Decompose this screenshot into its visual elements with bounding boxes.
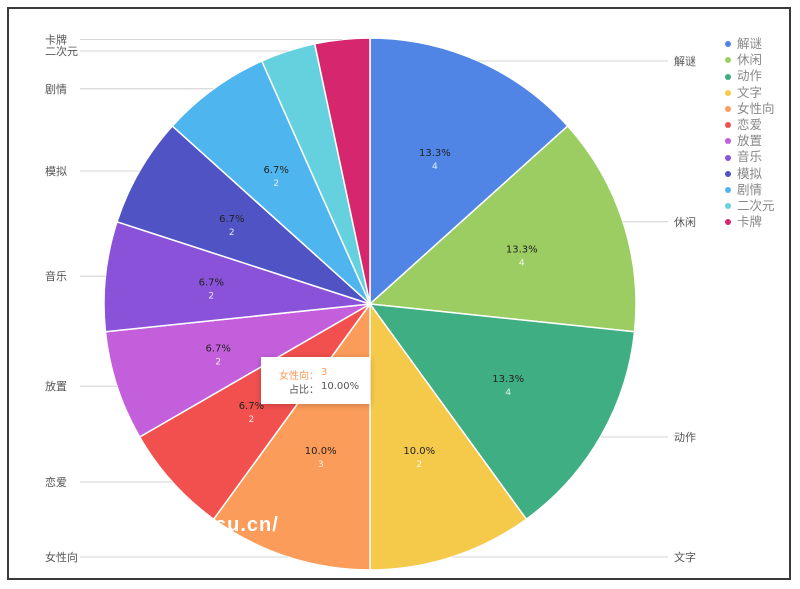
legend-marker: [725, 73, 731, 80]
legend-item[interactable]: 二次元: [725, 198, 775, 214]
count-label: 4: [432, 162, 438, 172]
percent-label: 10.0%: [305, 446, 337, 457]
category-label: 女性向: [45, 550, 78, 564]
pie-slice[interactable]: [369, 37, 569, 306]
legend-label: 休闲: [737, 52, 763, 68]
category-label: 剧情: [45, 83, 67, 96]
percent-label: 6.7%: [205, 343, 230, 354]
pie-slice[interactable]: [313, 37, 371, 305]
percent-label: 13.3%: [492, 374, 524, 385]
legend-label: 卡牌: [737, 214, 763, 230]
legend-item[interactable]: 动作: [725, 68, 775, 84]
legend-marker: [725, 186, 731, 193]
count-label: 3: [318, 460, 324, 470]
category-label: 文字: [674, 550, 696, 564]
watermark-text: su.cn/: [215, 514, 279, 536]
legend-item[interactable]: 模拟: [725, 166, 775, 182]
legend-label: 文字: [737, 84, 763, 100]
legend-label: 女性向: [737, 100, 775, 116]
legend-item[interactable]: 放置: [725, 133, 775, 149]
legend-marker: [725, 170, 731, 177]
legend-marker: [725, 122, 731, 129]
legend-marker: [725, 89, 731, 96]
percent-label: 6.7%: [239, 401, 264, 412]
legend-label: 动作: [737, 68, 763, 84]
legend-marker: [725, 154, 731, 161]
tooltip-series-label: 女性向：: [279, 371, 319, 382]
pie-slice[interactable]: [368, 303, 636, 521]
legend-item[interactable]: 解谜: [725, 36, 775, 52]
legend-label: 剧情: [737, 181, 763, 197]
legend-label: 音乐: [737, 149, 763, 165]
category-label: 解谜: [674, 54, 696, 68]
pie-slice[interactable]: [104, 303, 371, 439]
count-label: 2: [273, 179, 279, 189]
legend-marker: [725, 41, 731, 48]
legend-label: 解谜: [737, 36, 763, 51]
percent-label: 13.3%: [506, 245, 538, 256]
legend-marker: [725, 203, 731, 210]
pie-slice[interactable]: [116, 124, 371, 305]
legend-item[interactable]: 女性向: [725, 101, 775, 117]
count-label: 2: [416, 460, 422, 470]
count-label: 2: [249, 415, 255, 425]
legend-marker: [725, 219, 731, 226]
legend-item[interactable]: 休闲: [725, 52, 775, 68]
percent-label: 13.3%: [419, 148, 451, 159]
tooltip: 女性向： 3 占比： 10.00%: [261, 357, 370, 404]
pie-slice[interactable]: [103, 220, 371, 333]
legend: 解谜 休闲 动作 文字 女性向 恋爱 放置 音乐 模拟 剧情 二次元 卡牌: [725, 36, 775, 230]
count-label: 2: [229, 228, 235, 238]
legend-marker: [725, 105, 731, 112]
category-label: 放置: [45, 379, 67, 393]
legend-label: 模拟: [737, 165, 763, 181]
percent-label: 6.7%: [199, 277, 224, 288]
pie-slice[interactable]: [369, 301, 528, 571]
legend-marker: [725, 57, 731, 64]
legend-item[interactable]: 卡牌: [725, 214, 775, 230]
category-label: 二次元: [45, 44, 78, 58]
legend-item[interactable]: 文字: [725, 85, 775, 101]
count-label: 2: [208, 291, 214, 301]
percent-label: 6.7%: [263, 165, 288, 176]
count-label: 2: [215, 357, 221, 367]
pie-slice[interactable]: [171, 60, 371, 305]
legend-item[interactable]: 剧情: [725, 182, 775, 198]
legend-item[interactable]: 恋爱: [725, 117, 775, 133]
legend-label: 二次元: [737, 198, 775, 214]
category-label: 卡牌: [45, 33, 67, 47]
tooltip-share-label: 占比：: [289, 385, 319, 396]
tooltip-series-value: 3: [321, 367, 328, 378]
legend-marker: [725, 138, 731, 145]
legend-item[interactable]: 音乐: [725, 149, 775, 165]
pie-slice[interactable]: [368, 124, 637, 333]
percent-label: 6.7%: [219, 214, 244, 225]
category-label: 休闲: [674, 215, 696, 229]
tooltip-share-value: 10.00%: [321, 381, 360, 392]
category-label: 音乐: [45, 269, 67, 283]
count-label: 4: [505, 388, 511, 398]
category-label: 模拟: [45, 164, 67, 178]
count-label: 4: [519, 259, 525, 269]
category-label: 恋爱: [45, 475, 67, 489]
legend-label: 放置: [737, 133, 763, 149]
category-label: 动作: [674, 431, 696, 444]
legend-label: 恋爱: [737, 117, 763, 133]
percent-label: 10.0%: [403, 446, 435, 457]
